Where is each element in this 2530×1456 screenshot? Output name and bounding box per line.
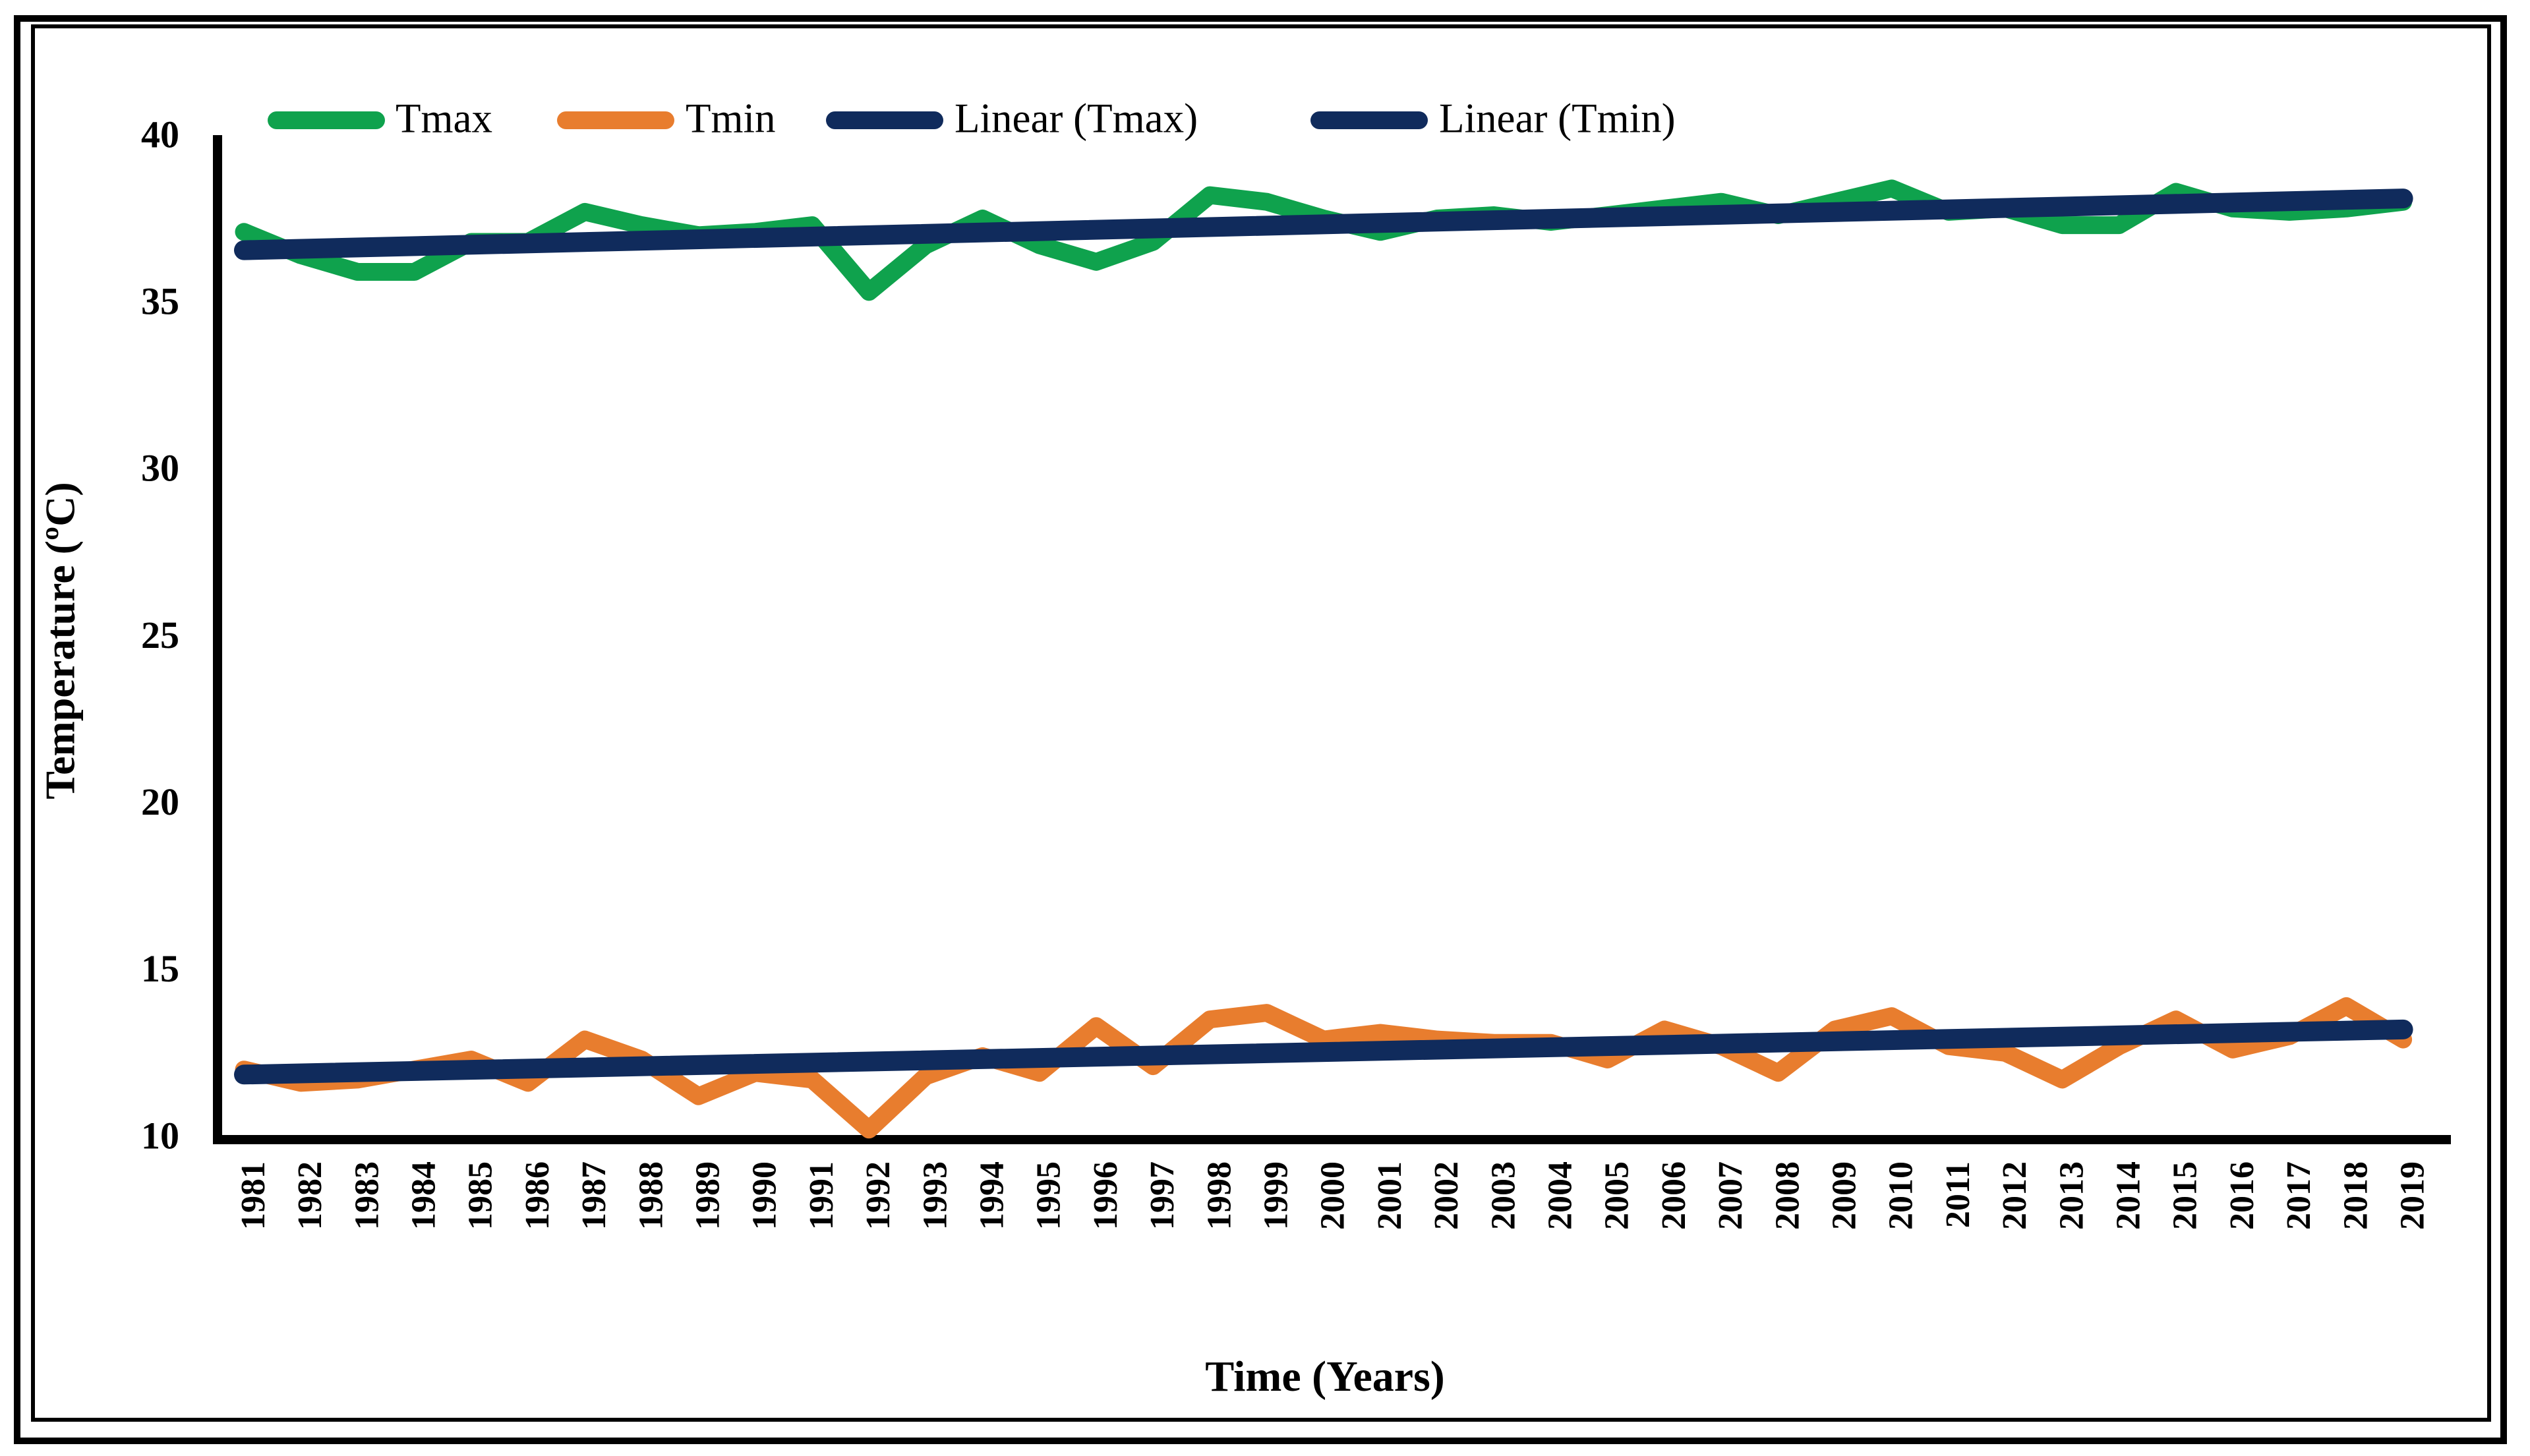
x-axis-tick-label: 1988	[632, 1161, 670, 1230]
x-axis-tick-label: 1999	[1258, 1161, 1295, 1230]
legend-label-linear-tmin-: Linear (Tmin)	[1439, 95, 1676, 141]
x-axis-tick-label: 2004	[1542, 1161, 1579, 1230]
x-axis-tick-label: 2015	[2167, 1161, 2204, 1230]
x-axis-tick-label: 1983	[348, 1161, 386, 1230]
x-axis-tick-label: 1987	[575, 1161, 613, 1230]
x-axis-tick-label: 2016	[2223, 1161, 2261, 1230]
x-axis-tick-label: 1985	[462, 1161, 500, 1230]
legend-swatch-tmax	[268, 111, 385, 129]
x-axis-tick-label: 2002	[1428, 1161, 1465, 1230]
inner-border	[31, 24, 2491, 1422]
y-axis-tick-label: 10	[141, 1114, 179, 1157]
x-axis-tick-label: 1990	[746, 1161, 784, 1230]
y-axis-title: Temperature (ºC)	[37, 482, 84, 799]
x-axis-tick-label: 2005	[1599, 1161, 1636, 1230]
y-axis-tick-label: 15	[141, 947, 179, 990]
legend-label-tmax: Tmax	[396, 95, 492, 141]
x-axis-tick-label: 2019	[2394, 1161, 2432, 1230]
x-axis-tick-label: 2000	[1314, 1161, 1352, 1230]
x-axis-tick-label: 2017	[2280, 1161, 2318, 1230]
x-axis-tick-label: 2008	[1769, 1161, 1806, 1230]
linear-tmax--trendline	[234, 189, 2413, 260]
legend-label-linear-tmax-: Linear (Tmax)	[955, 95, 1198, 141]
y-axis-tick-label: 30	[141, 447, 179, 490]
x-axis-tick-label: 2009	[1826, 1161, 1864, 1230]
x-axis-tick-label: 2001	[1371, 1161, 1409, 1230]
legend-label-tmin: Tmin	[686, 95, 776, 141]
x-axis-tick-label: 1991	[803, 1161, 840, 1230]
legend-swatch-linear-tmax-	[826, 111, 943, 129]
y-axis-tick-label: 20	[141, 780, 179, 823]
x-axis-tick-label: 1994	[974, 1161, 1011, 1230]
x-axis-tick-label: 1986	[519, 1161, 556, 1230]
linear-tmin--trendline	[234, 1019, 2413, 1085]
x-axis-tick-label: 2013	[2053, 1161, 2090, 1230]
x-axis-tick-label: 2006	[1655, 1161, 1693, 1230]
x-axis-tick-label: 1992	[860, 1161, 897, 1230]
x-axis-tick-label: 1989	[690, 1161, 727, 1230]
outer-border	[14, 15, 2507, 1444]
tmin-line	[235, 997, 2413, 1139]
y-axis-tick-label: 35	[141, 279, 179, 322]
x-axis-tick-label: 2018	[2337, 1161, 2374, 1230]
x-axis-tick-label: 2012	[1996, 1161, 2034, 1230]
legend-swatch-linear-tmin-	[1310, 111, 1428, 129]
x-axis-tick-label: 2011	[1939, 1161, 1977, 1228]
x-axis-tick-label: 2007	[1712, 1161, 1750, 1230]
x-axis-tick-label: 1982	[291, 1161, 329, 1230]
x-axis-tick-label: 1993	[916, 1161, 954, 1230]
x-axis-tick-label: 1981	[235, 1161, 272, 1230]
y-axis-tick-label: 25	[141, 614, 179, 656]
legend-swatch-tmin	[557, 111, 674, 129]
y-axis-tick-label: 40	[141, 113, 179, 156]
x-axis-tick-label: 2010	[1883, 1161, 1920, 1230]
x-axis-tick-label: 1995	[1030, 1161, 1068, 1230]
x-axis-tick-label: 1996	[1087, 1161, 1125, 1230]
x-axis-tick-label: 1998	[1200, 1161, 1238, 1230]
x-axis-tick-label: 2014	[2110, 1161, 2148, 1230]
x-axis-tick-label: 2003	[1485, 1161, 1522, 1230]
x-axis-tick-label: 1984	[405, 1161, 443, 1230]
x-axis-title: Time (Years)	[1205, 1353, 1445, 1401]
x-axis-tick-label: 1997	[1144, 1161, 1181, 1230]
